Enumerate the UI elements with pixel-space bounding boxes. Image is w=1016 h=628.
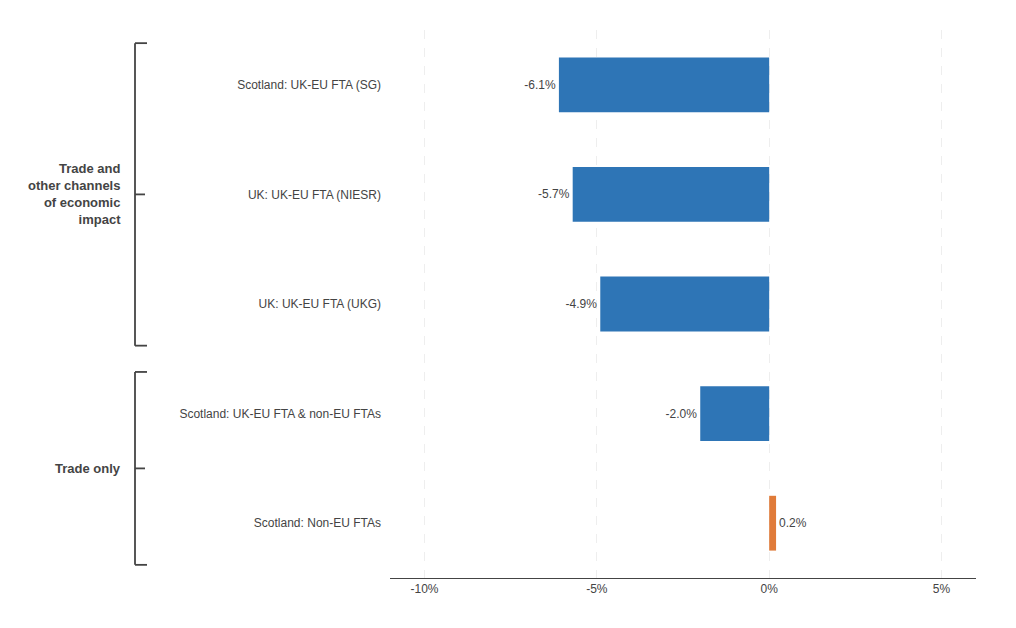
- svg-text:UK: UK-EU FTA (NIESR): UK: UK-EU FTA (NIESR): [248, 188, 381, 202]
- svg-text:Scotland: Non-EU FTAs: Scotland: Non-EU FTAs: [254, 516, 381, 530]
- svg-text:Trade andother channelsof econ: Trade andother channelsof economicimpact: [28, 161, 121, 227]
- svg-text:-6.1%: -6.1%: [524, 78, 556, 92]
- svg-text:-5.7%: -5.7%: [538, 187, 570, 201]
- svg-text:-4.9%: -4.9%: [566, 297, 598, 311]
- svg-text:-10%: -10%: [410, 582, 438, 596]
- svg-text:-5%: -5%: [586, 582, 608, 596]
- svg-text:UK: UK-EU FTA (UKG): UK: UK-EU FTA (UKG): [259, 297, 381, 311]
- svg-text:0.2%: 0.2%: [779, 516, 807, 530]
- svg-text:-2.0%: -2.0%: [666, 407, 698, 421]
- svg-text:0%: 0%: [761, 582, 779, 596]
- svg-text:Scotland: UK-EU FTA & non-EU F: Scotland: UK-EU FTA & non-EU FTAs: [179, 407, 381, 421]
- svg-text:Scotland: UK-EU FTA (SG): Scotland: UK-EU FTA (SG): [237, 78, 381, 92]
- svg-text:5%: 5%: [933, 582, 951, 596]
- svg-text:Trade only: Trade only: [55, 461, 121, 476]
